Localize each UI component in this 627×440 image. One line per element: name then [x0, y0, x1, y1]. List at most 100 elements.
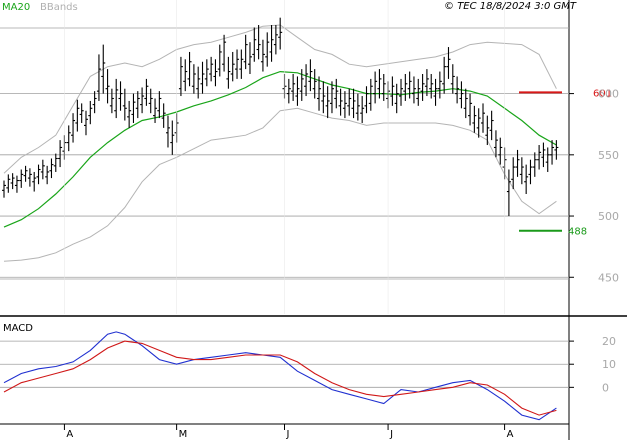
- ohlc-bar: [170, 120, 175, 155]
- macd-y-tick-label: 0: [602, 381, 609, 394]
- ohlc-bar: [27, 168, 32, 187]
- ohlc-bar: [6, 174, 11, 193]
- ohlc-bar: [351, 88, 356, 119]
- ohlc-bar: [373, 71, 378, 104]
- ohlc-bar: [394, 83, 399, 114]
- price-y-tick-label: 500: [598, 210, 619, 223]
- ohlc-bar: [407, 71, 412, 99]
- ohlc-bar: [187, 51, 192, 87]
- price-bars: [2, 17, 559, 217]
- ohlc-bar: [226, 56, 231, 89]
- ohlc-bar: [2, 180, 6, 198]
- ohlc-bar: [537, 145, 542, 170]
- ohlc-bar: [286, 78, 291, 104]
- ohlc-bar: [511, 157, 516, 190]
- ohlc-bar: [256, 25, 261, 60]
- ohlc-bar: [273, 25, 278, 55]
- ohlc-bar: [455, 76, 460, 104]
- ma20-path: [3, 70, 557, 228]
- legend-ma20: MA20: [2, 2, 30, 13]
- ohlc-bar: [140, 87, 145, 114]
- x-tick-label: M: [179, 429, 188, 440]
- ohlc-bar: [114, 78, 119, 119]
- ohlc-bar: [135, 91, 140, 119]
- ohlc-bar: [191, 64, 196, 94]
- ohlc-bar: [295, 76, 300, 106]
- ohlc-bar: [498, 137, 503, 165]
- ohlc-bar: [131, 93, 136, 123]
- price-y-tick-label: 450: [598, 271, 619, 284]
- ohlc-bar: [269, 25, 274, 62]
- x-tick-label: A: [507, 429, 514, 440]
- ohlc-bar: [437, 71, 442, 99]
- ohlc-bar: [252, 27, 257, 62]
- ohlc-bar: [79, 103, 84, 123]
- ohlc-bar: [299, 69, 304, 101]
- ohlc-bar: [196, 66, 201, 99]
- ohlc-bar: [325, 86, 330, 119]
- ohlc-bar: [109, 88, 114, 114]
- ohlc-bar: [71, 113, 76, 143]
- macd-y-tick-label: 20: [602, 335, 616, 348]
- ohlc-bar: [165, 115, 170, 148]
- ohlc-bar: [355, 93, 360, 121]
- ohlc-bar: [515, 149, 520, 177]
- ohlc-bar: [101, 44, 106, 94]
- chart-credit: © TEC 18/8/2024 3:0 GMT: [444, 1, 577, 12]
- ohlc-bar: [122, 88, 127, 121]
- ohlc-bar: [153, 98, 158, 123]
- ohlc-bar: [161, 103, 166, 128]
- ohlc-bar: [472, 105, 477, 133]
- ohlc-bar: [222, 34, 227, 72]
- ohlc-bar: [83, 110, 88, 136]
- macd-lines: [3, 331, 557, 421]
- macd-y-tick-label: 10: [602, 358, 616, 371]
- ohlc-bar: [364, 86, 369, 114]
- ohlc-bar: [416, 78, 421, 106]
- ohlc-bar: [485, 115, 490, 146]
- ohlc-bar: [317, 76, 322, 111]
- ohlc-bar: [459, 81, 464, 109]
- ohlc-bar: [524, 164, 529, 194]
- ohlc-bar: [265, 32, 270, 67]
- ohlc-bar: [66, 125, 71, 152]
- ohlc-bar: [200, 61, 205, 94]
- ohlc-bar: [45, 165, 50, 185]
- ohlc-bar: [204, 59, 209, 87]
- ohlc-bar: [118, 81, 123, 111]
- macd-grid: [0, 340, 569, 388]
- ohlc-bar: [377, 69, 382, 99]
- ohlc-bar: [144, 78, 149, 106]
- ohlc-bar: [528, 159, 533, 185]
- ohlc-bar: [243, 34, 248, 70]
- ohlc-bar: [450, 64, 455, 94]
- ohlc-bar: [489, 110, 494, 141]
- ohlc-bar: [545, 147, 550, 172]
- ohlc-bar: [148, 88, 153, 114]
- ohlc-bar: [14, 175, 19, 193]
- ohlc-bar: [420, 74, 425, 101]
- ohlc-bar: [92, 91, 97, 114]
- x-tick-label: J: [286, 429, 290, 440]
- ohlc-bar: [157, 91, 162, 119]
- ohlc-bar: [235, 49, 240, 79]
- ohlc-bar: [278, 17, 283, 50]
- price-y-tick-label: 550: [598, 149, 619, 162]
- macd-signal-line: [3, 340, 557, 416]
- macd-y-ticks: 20 10 0: [569, 335, 616, 394]
- ohlc-bar: [19, 169, 24, 188]
- ohlc-bar: [308, 59, 313, 92]
- ohlc-bar: [411, 76, 416, 104]
- ohlc-bar: [230, 51, 235, 82]
- ohlc-bar: [304, 64, 309, 97]
- macd-macd-line: [3, 331, 557, 421]
- price-y-tick-label: 600: [598, 88, 619, 101]
- ohlc-bar: [75, 99, 80, 132]
- ohlc-bar: [554, 140, 559, 160]
- ohlc-bar: [260, 39, 265, 72]
- resistance-level-label: 601: [593, 88, 612, 99]
- ohlc-bar: [506, 169, 511, 217]
- ohlc-bar: [541, 142, 546, 168]
